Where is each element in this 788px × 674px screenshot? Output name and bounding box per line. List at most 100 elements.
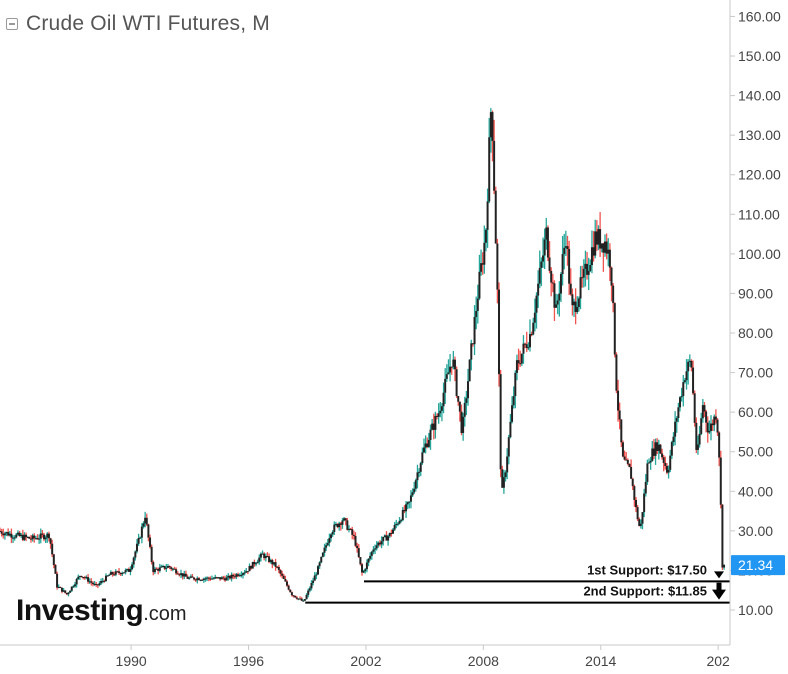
- candle-body: [548, 257, 551, 271]
- candle-body: [13, 537, 16, 539]
- candle-body: [714, 416, 717, 420]
- candle-body: [608, 249, 611, 268]
- candle-body: [700, 418, 703, 434]
- candle-body: [29, 538, 32, 540]
- y-tick-label: 140.00: [738, 88, 781, 104]
- candle-body: [70, 586, 73, 591]
- candle-body: [494, 190, 497, 244]
- candle-body: [331, 531, 334, 535]
- candle-body: [387, 536, 390, 541]
- candle-body: [230, 574, 233, 579]
- x-tick-label: 1996: [233, 653, 264, 669]
- candle-body: [56, 573, 59, 588]
- candle-body: [202, 578, 205, 580]
- candle-body: [656, 442, 659, 451]
- candle-body: [716, 419, 719, 433]
- candle-body: [227, 575, 230, 578]
- candle-body: [346, 520, 349, 530]
- candle-body: [31, 535, 34, 540]
- candle-body: [315, 574, 318, 576]
- candle-body: [670, 442, 673, 456]
- candle-body: [158, 567, 161, 571]
- candle-body: [248, 565, 251, 572]
- candle-body: [677, 407, 680, 419]
- candle-body: [209, 578, 212, 580]
- candle-body: [486, 201, 489, 230]
- candle-body: [228, 575, 231, 579]
- candle-body: [269, 560, 272, 562]
- candle-body: [586, 263, 589, 275]
- candle-body: [447, 372, 450, 375]
- candle-body: [313, 575, 316, 581]
- candle-body: [401, 509, 404, 521]
- candle-body: [362, 570, 365, 573]
- candle-body: [630, 467, 633, 479]
- candle-body: [0, 530, 1, 532]
- candle-body: [449, 366, 452, 373]
- candle-body: [20, 534, 23, 537]
- collapse-icon[interactable]: [6, 18, 18, 30]
- candle-body: [701, 405, 704, 419]
- candle-body: [569, 283, 572, 295]
- candle-body: [225, 577, 228, 581]
- candle-body: [709, 423, 712, 431]
- candle-body: [475, 310, 478, 317]
- candle-body: [245, 571, 248, 573]
- candle-body: [235, 574, 238, 577]
- candle-body: [496, 243, 499, 290]
- candle-body: [80, 575, 83, 577]
- candle-body: [85, 577, 88, 579]
- x-tick-label: 2008: [468, 653, 499, 669]
- candle-body: [43, 534, 46, 540]
- candle-body: [312, 580, 315, 584]
- candle-body: [253, 561, 256, 565]
- candle-body: [241, 573, 244, 575]
- candle-body: [320, 556, 323, 563]
- candle-body: [615, 354, 618, 391]
- candle-body: [651, 448, 654, 461]
- candle-body: [561, 254, 564, 275]
- candle-body: [427, 439, 430, 447]
- candle-body: [139, 537, 142, 539]
- candle-body: [140, 526, 143, 538]
- candle-body: [396, 523, 399, 525]
- candle-body: [75, 579, 78, 585]
- candle-body: [390, 533, 393, 535]
- x-tick-label: 202: [706, 653, 730, 669]
- candle-body: [705, 411, 708, 423]
- candle-body: [220, 577, 223, 580]
- candle-body: [100, 581, 103, 584]
- candle-body: [134, 551, 137, 558]
- candle-body: [406, 502, 409, 505]
- candle-body: [321, 552, 324, 557]
- candle-body: [545, 227, 548, 240]
- candle-body: [343, 518, 346, 521]
- candle-body: [191, 576, 194, 578]
- candle-body: [504, 472, 507, 478]
- candle-body: [530, 334, 533, 336]
- candle-body: [181, 573, 184, 577]
- candle-body: [546, 227, 549, 258]
- candle-body: [170, 567, 173, 569]
- candle-body: [409, 495, 412, 502]
- candle-body: [465, 398, 468, 403]
- candle-body: [471, 343, 474, 345]
- candle-body: [540, 261, 543, 268]
- candle-body: [581, 277, 584, 279]
- candle-body: [344, 518, 347, 521]
- candle-body: [493, 140, 496, 191]
- candle-body: [175, 569, 178, 574]
- candle-body: [271, 560, 274, 565]
- candle-body: [550, 270, 553, 283]
- candle-body: [685, 371, 688, 381]
- candle-body: [59, 586, 62, 588]
- candle-body: [633, 486, 636, 500]
- candle-body: [357, 548, 360, 558]
- candle-body: [636, 507, 639, 520]
- candle-body: [445, 374, 448, 379]
- candle-body: [199, 579, 202, 581]
- candle-body: [316, 566, 319, 575]
- candle-body: [476, 298, 479, 311]
- candle-body: [5, 532, 8, 534]
- candle-body: [16, 532, 19, 535]
